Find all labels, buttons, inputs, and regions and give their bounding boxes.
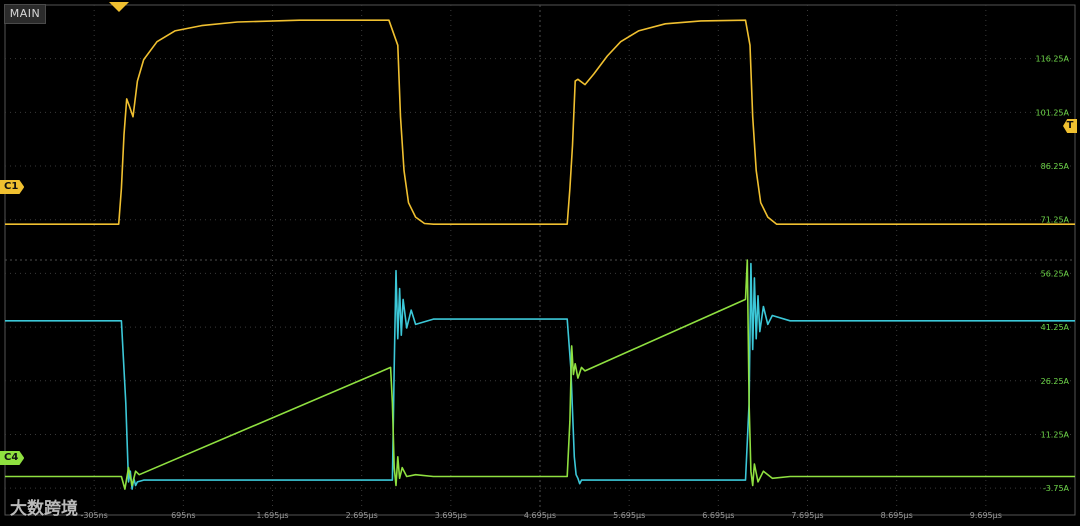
trigger-position-marker[interactable]	[109, 2, 129, 12]
y-tick-label: 71.25A	[1041, 216, 1070, 225]
trigger-level-marker[interactable]: T	[1063, 119, 1077, 133]
x-tick-label: 6.695µs	[702, 511, 734, 520]
x-tick-label: 7.695µs	[791, 511, 823, 520]
x-tick-label: 1.695µs	[256, 511, 288, 520]
y-tick-label: 41.25A	[1041, 323, 1070, 332]
waveform-trace-3	[5, 259, 1075, 490]
x-tick-label: 9.695µs	[970, 511, 1002, 520]
y-tick-label: 11.25A	[1041, 430, 1070, 439]
x-tick-label: 5.695µs	[613, 511, 645, 520]
x-tick-label: 8.695µs	[881, 511, 913, 520]
x-tick-label: 695ns	[171, 511, 196, 520]
channel-4-marker[interactable]: C4	[0, 451, 25, 465]
x-tick-label: 2.695µs	[346, 511, 378, 520]
channel-1-marker[interactable]: C1	[0, 180, 25, 194]
watermark-logo: 大数跨境	[10, 499, 78, 519]
y-tick-label: 101.25A	[1036, 108, 1070, 117]
y-tick-label: 116.25A	[1036, 55, 1070, 64]
waveform-trace-1	[5, 19, 1075, 225]
x-tick-label: -305ns	[80, 511, 107, 520]
x-tick-label: 3.695µs	[435, 511, 467, 520]
y-tick-label: 26.25A	[1041, 377, 1070, 386]
main-timebase-tab[interactable]: MAIN	[4, 4, 46, 24]
waveform-trace-2	[5, 262, 1075, 490]
y-tick-label: 86.25A	[1041, 162, 1070, 171]
y-tick-label: -3.75A	[1043, 484, 1070, 493]
y-tick-label: 56.25A	[1041, 269, 1070, 278]
x-tick-label: 4.695µs	[524, 511, 556, 520]
